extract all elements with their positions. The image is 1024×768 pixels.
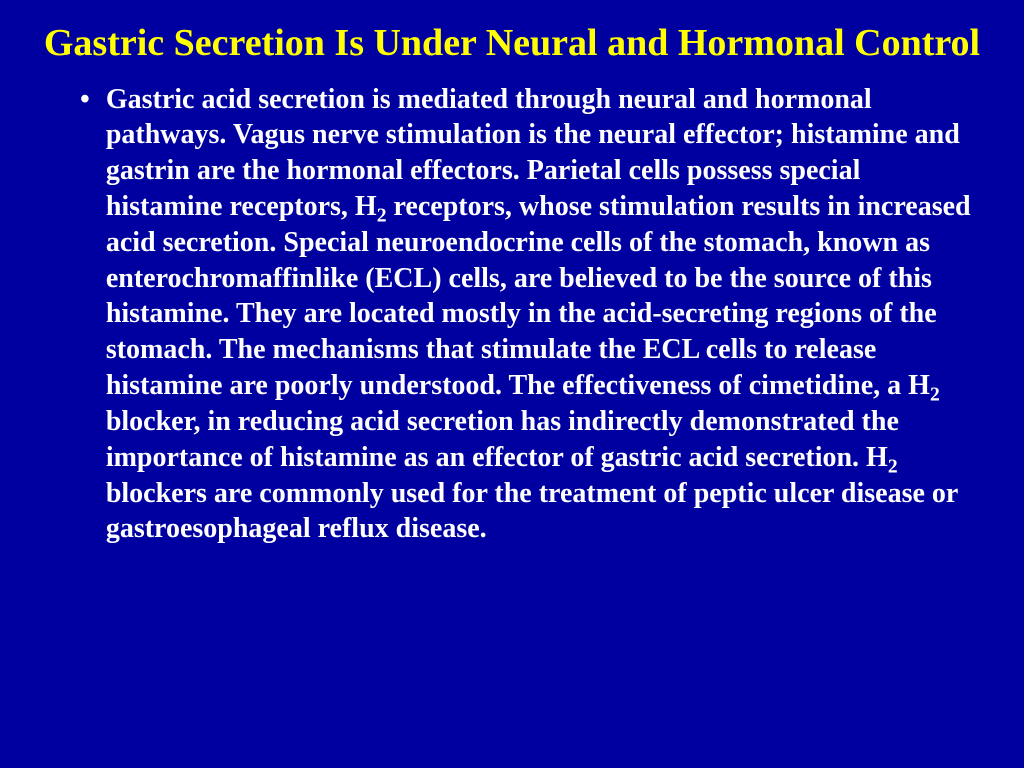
bullet-item: • Gastric acid secretion is mediated thr…	[80, 82, 984, 548]
bullet-marker-icon: •	[80, 82, 90, 118]
slide-title: Gastric Secretion Is Under Neural and Ho…	[40, 20, 984, 68]
slide-content: • Gastric acid secretion is mediated thr…	[40, 82, 984, 548]
bullet-text: Gastric acid secretion is mediated throu…	[106, 82, 984, 548]
